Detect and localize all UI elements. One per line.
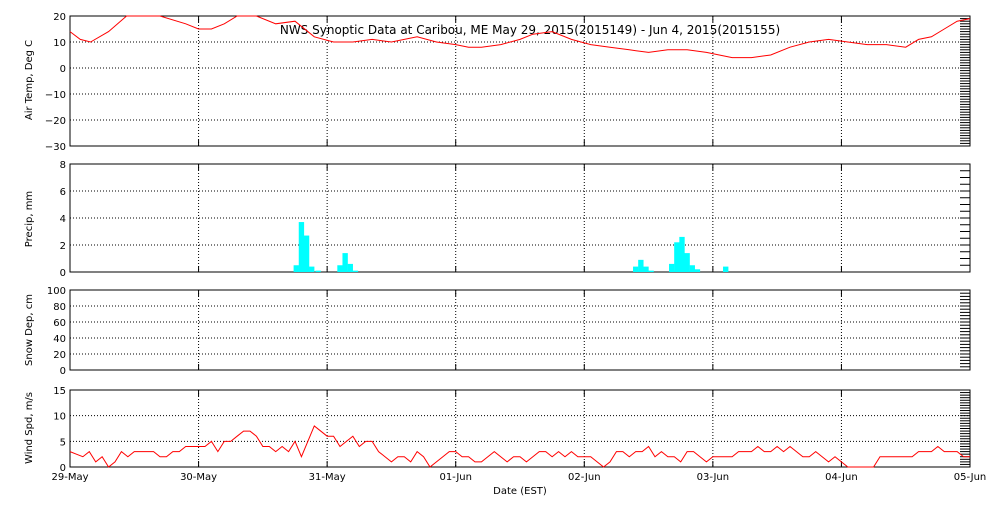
x-tick-label: 01-Jun [439, 472, 472, 483]
panel-3-frame [70, 290, 970, 370]
panel-1-ytick-label: 20 [53, 12, 66, 23]
precip-bar [342, 253, 347, 272]
precip-bar [638, 260, 643, 272]
panel-2-ytick-label: 4 [60, 214, 66, 225]
panel1-ylabel: Air Temp, Deg C [24, 40, 35, 120]
x-tick-label: 03-Jun [697, 472, 730, 483]
panel-2-ytick-label: 0 [60, 268, 66, 279]
panel-4-ytick-label: 5 [60, 437, 66, 448]
precip-bar [695, 269, 700, 272]
precip-bar [648, 271, 653, 272]
panel-2-ytick-label: 8 [60, 160, 66, 171]
x-tick-label: 02-Jun [568, 472, 601, 483]
panel2-ylabel: Precip, mm [24, 191, 35, 247]
x-axis-label: Date (EST) [493, 486, 547, 497]
x-tick-label: 29-May [51, 472, 88, 483]
panel-3-ytick-label: 40 [53, 334, 66, 345]
precip-bar [294, 265, 299, 272]
precip-bar [337, 265, 342, 272]
precip-bar [723, 267, 728, 272]
panel-1-ytick-label: 0 [60, 64, 66, 75]
x-tick-label: 04-Jun [825, 472, 858, 483]
precip-bar [304, 236, 309, 272]
panel-3-ytick-label: 0 [60, 366, 66, 377]
panel-1-ytick-label: 10 [53, 38, 66, 49]
panel3-ylabel: Snow Dep, cm [24, 294, 35, 366]
precip-bar [679, 237, 684, 272]
panel-2-ytick-label: 6 [60, 187, 66, 198]
panel-1-ytick-label: −20 [45, 116, 66, 127]
precip-bar [348, 264, 353, 272]
x-tick-label: 31-May [309, 472, 346, 483]
precip-bar [315, 271, 320, 272]
x-tick-label: 05-Jun [954, 472, 987, 483]
precip-bar [299, 222, 304, 272]
precip-bar [674, 242, 679, 272]
precip-bar [643, 267, 648, 272]
panel-3-ytick-label: 100 [47, 286, 66, 297]
panel-4-ytick-label: 10 [53, 412, 66, 423]
x-tick-label: 30-May [180, 472, 217, 483]
precip-bar [633, 267, 638, 272]
panel4-ylabel: Wind Spd, m/s [24, 392, 35, 464]
panel-2-ytick-label: 2 [60, 241, 66, 252]
panel-3-ytick-label: 20 [53, 350, 66, 361]
panel-3-ytick-label: 80 [53, 302, 66, 313]
precip-bar [669, 264, 674, 272]
panel-1-ytick-label: −10 [45, 90, 66, 101]
precip-bar [309, 267, 314, 272]
precip-bar [684, 253, 689, 272]
precip-bar [353, 271, 358, 272]
panel-4-ytick-label: 15 [53, 386, 66, 397]
panel-4-frame [70, 390, 970, 467]
panel-3-ytick-label: 60 [53, 318, 66, 329]
panel-1-ytick-label: −30 [45, 142, 66, 153]
precip-bar [690, 265, 695, 272]
wind-series-line [70, 426, 970, 467]
